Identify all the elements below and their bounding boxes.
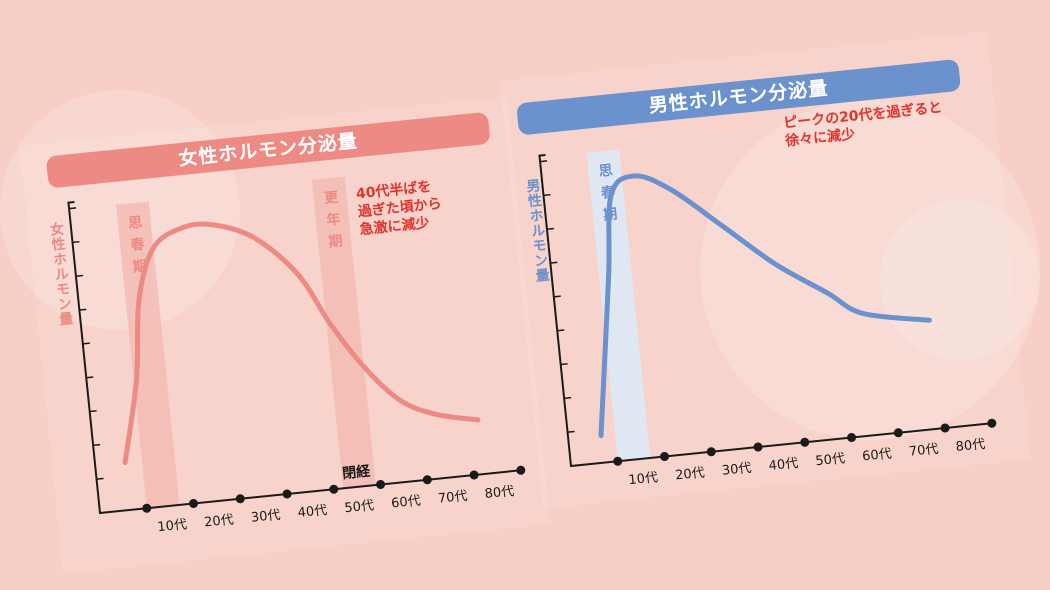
hormone-curve	[122, 221, 481, 466]
x-tick-dot	[893, 428, 903, 438]
x-tick-label: 50代	[343, 498, 375, 517]
x-tick-dot	[800, 437, 810, 447]
period-band	[586, 149, 651, 462]
x-tick-label: 80代	[955, 437, 986, 455]
x-tick-dot	[469, 470, 479, 480]
x-tick-dot	[987, 418, 997, 428]
x-tick-label: 40代	[297, 503, 328, 521]
hormone-curve	[598, 173, 932, 439]
x-tick-label: 30代	[721, 460, 753, 479]
x-tick-dot	[142, 503, 152, 513]
y-tick	[557, 329, 565, 332]
x-tick-dot	[660, 452, 670, 462]
x-tick-dot	[329, 484, 339, 494]
y-tick	[543, 193, 551, 197]
chart-plot	[538, 149, 997, 468]
x-tick-label: 20代	[203, 512, 235, 531]
y-tick	[82, 342, 90, 345]
y-tick	[96, 477, 104, 480]
x-tick-label: 30代	[250, 507, 282, 526]
x-tick-dot	[706, 447, 716, 457]
x-tick-label: 70代	[437, 488, 469, 507]
period-band	[311, 176, 376, 489]
y-tick	[72, 240, 80, 244]
y-tick	[567, 430, 575, 433]
y-tick	[540, 160, 548, 163]
x-tick-label: 60代	[861, 446, 893, 465]
y-tick	[89, 410, 97, 413]
x-tick-dot	[516, 465, 526, 475]
annotation-note: 40代半ばを 過ぎた頃から 急激に減少	[355, 178, 443, 239]
axis-lines	[67, 200, 522, 515]
x-tick-label: 10代	[156, 517, 188, 536]
decorative-circle	[880, 200, 1040, 360]
y-tick	[86, 376, 94, 379]
y-tick	[93, 443, 101, 447]
x-tick-dot	[422, 475, 432, 485]
x-tick-label: 60代	[390, 493, 422, 512]
y-tick	[553, 295, 561, 298]
y-tick	[69, 207, 77, 210]
x-tick-label: 10代	[627, 470, 659, 489]
decorative-circle	[700, 100, 1040, 440]
x-tick-dot	[847, 433, 857, 443]
period-band	[115, 201, 180, 509]
x-tick-label: 70代	[908, 441, 940, 460]
x-tick-dot	[753, 442, 763, 452]
x-tick-dot	[189, 499, 199, 509]
y-tick	[560, 363, 568, 366]
x-tick-dot	[282, 489, 292, 499]
x-tick-dot	[940, 423, 950, 433]
x-tick-label: 50代	[814, 451, 846, 470]
x-tick-label: 20代	[674, 465, 706, 484]
x-tick-dot	[235, 494, 245, 504]
male-hormone-chart: 男性ホルモン分泌量 思春期 10代 20代 30代 40代 50代 60代 70代 80代 男性ホ…	[461, 23, 1024, 523]
chart-plot	[67, 176, 526, 515]
axis-lines	[538, 153, 993, 468]
y-tick	[75, 274, 83, 277]
y-tick	[79, 308, 87, 311]
y-tick	[550, 261, 558, 264]
menopause-label: 閉経	[341, 463, 371, 483]
x-tick-label: 40代	[768, 456, 799, 474]
female-hormone-chart: 女性ホルモン分泌量 思春期 更年期 10代 20代 30代 40代 50代 60代 70代 80代…	[0, 70, 553, 570]
y-tick	[546, 227, 554, 230]
x-tick-dot	[613, 456, 623, 466]
y-tick	[564, 396, 572, 400]
x-tick-dot	[376, 480, 386, 490]
